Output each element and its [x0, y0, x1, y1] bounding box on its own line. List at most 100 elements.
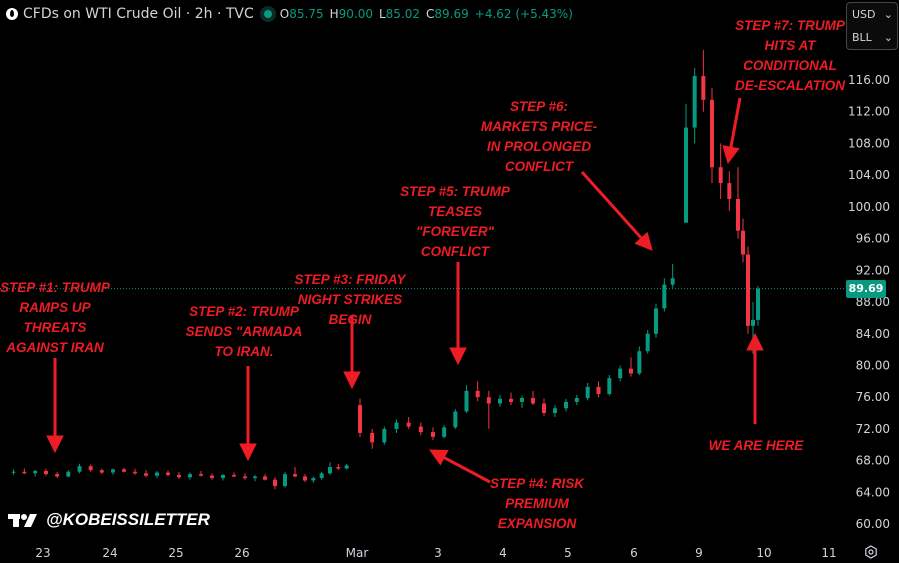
candle-body: [629, 368, 633, 374]
candle-body: [431, 432, 435, 437]
arrow-shaft: [443, 456, 491, 484]
annotation-line: TEASES: [427, 204, 482, 219]
annotation-line: RAMPS UP: [19, 300, 91, 315]
gear-icon[interactable]: [864, 545, 878, 559]
price-tick-label: 84.00: [856, 327, 890, 341]
candle-body: [553, 408, 557, 414]
candle-body: [99, 470, 104, 473]
chevron-down-icon: ⌄: [883, 31, 893, 44]
candle-body: [311, 478, 316, 481]
price-tick-label: 108.00: [848, 136, 890, 150]
annotation-line: STEP #5: TRUMP: [400, 184, 510, 199]
time-tick-label: 24: [102, 546, 117, 560]
candle-body: [637, 351, 642, 374]
candle-body: [394, 422, 399, 429]
time-tick-label: 11: [821, 546, 836, 560]
arrow-head: [634, 231, 653, 251]
annotation-step-1: STEP #1: TRUMP RAMPS UP THREATS AGAINST IRA…: [0, 278, 110, 358]
annotation-line: STEP #7: TRUMP: [735, 18, 845, 33]
change-value: +4.62 (+5.43%): [474, 7, 573, 21]
candle-body: [574, 397, 579, 402]
candle-body: [188, 474, 192, 478]
candle-body: [66, 471, 71, 477]
candle-body: [111, 469, 115, 473]
candle-body: [564, 401, 568, 409]
annotation-line: WE ARE HERE: [708, 438, 804, 453]
symbol-title[interactable]: CFDs on WTI Crude Oil · 2h · TVC: [23, 6, 254, 22]
annotation-line: IN PROLONGED: [486, 139, 592, 154]
candle-body: [498, 398, 502, 404]
annotation-line: HITS AT: [764, 38, 816, 53]
candle-body: [370, 432, 375, 443]
time-tick-label: 3: [434, 546, 442, 560]
arrow-head: [722, 145, 740, 165]
annotation-arrows: [46, 97, 764, 484]
candle-body: [751, 319, 755, 326]
annotation-line: NIGHT STRIKES: [297, 292, 403, 307]
chevron-down-icon: ⌄: [883, 8, 893, 21]
candle-body: [442, 427, 447, 437]
time-tick-label: 10: [756, 546, 771, 560]
candle-body: [670, 278, 675, 285]
time-tick-label: Mar: [346, 546, 369, 560]
time-tick-label: 23: [35, 546, 50, 560]
candle-body: [718, 167, 723, 184]
candle-body: [618, 368, 623, 379]
annotation-line: PREMIUM: [505, 496, 569, 511]
candle-body: [358, 405, 362, 433]
time-axis[interactable]: 23 24 25 26 Mar 3 4 5 6 9 10 11: [35, 546, 836, 560]
candle-body: [344, 465, 349, 469]
candle-body: [654, 308, 658, 334]
market-status-dot: [263, 10, 272, 18]
candle-body: [531, 397, 535, 404]
candle-body: [684, 127, 688, 223]
candle-body: [33, 470, 38, 474]
unit-selectors: USD ⌄ BLL ⌄: [846, 2, 898, 50]
symbol-legend: CFDs on WTI Crude Oil · 2h · TVC O85.75 …: [6, 4, 573, 24]
candle-body: [328, 466, 332, 474]
candle-body: [756, 288, 760, 320]
annotation-line: "FOREVER": [415, 224, 495, 239]
annotation-line: STEP #2: TRUMP: [189, 304, 299, 319]
candle-body: [243, 476, 247, 479]
annotation-step-6: STEP #6: MARKETS PRICE- IN PROLONGED CONFLI…: [481, 97, 597, 177]
price-tick-label: 112.00: [848, 105, 890, 119]
candle-body: [232, 474, 236, 477]
candle-body: [263, 476, 267, 480]
candle-body: [293, 474, 297, 477]
price-axis[interactable]: 116.00 112.00 108.00 104.00 100.00 96.00 92.00…: [848, 73, 890, 531]
price-tick-label: 72.00: [856, 422, 890, 436]
time-tick-label: 4: [499, 546, 507, 560]
arrow-head: [343, 371, 361, 390]
price-tick-label: 60.00: [856, 517, 890, 531]
candle-body: [283, 474, 287, 487]
candle-body: [319, 473, 324, 479]
candle-body: [453, 411, 458, 428]
annotation-step-2: STEP #2: TRUMP SENDS "ARMADA TO IRAN.: [186, 302, 303, 362]
candle-body: [221, 474, 225, 479]
candle-body: [596, 386, 601, 395]
price-tick-label: 64.00: [856, 485, 890, 499]
candle-body: [692, 76, 697, 128]
annotation-line: BEGIN: [328, 312, 372, 327]
candle-body: [22, 471, 27, 474]
candle-body: [746, 254, 750, 326]
price-tick-label: 76.00: [856, 390, 890, 404]
oil-drop-icon: [6, 8, 18, 20]
candle-body: [486, 397, 491, 404]
annotation-line: STEP #6:: [509, 99, 569, 114]
candle-body: [199, 474, 203, 476]
candle-body: [336, 466, 341, 469]
arrow-shaft: [729, 97, 742, 148]
price-tick-label: 92.00: [856, 263, 890, 277]
currency-select[interactable]: USD ⌄: [852, 8, 893, 21]
candles: [11, 49, 760, 490]
unit-select[interactable]: BLL ⌄: [852, 31, 893, 44]
candle-body: [273, 479, 277, 487]
annotation-line: SENDS "ARMADA: [185, 324, 303, 339]
candle-body: [144, 473, 148, 476]
candle-body: [464, 390, 469, 412]
price-tick-label: 68.00: [856, 454, 890, 468]
time-tick-label: 5: [564, 546, 572, 560]
